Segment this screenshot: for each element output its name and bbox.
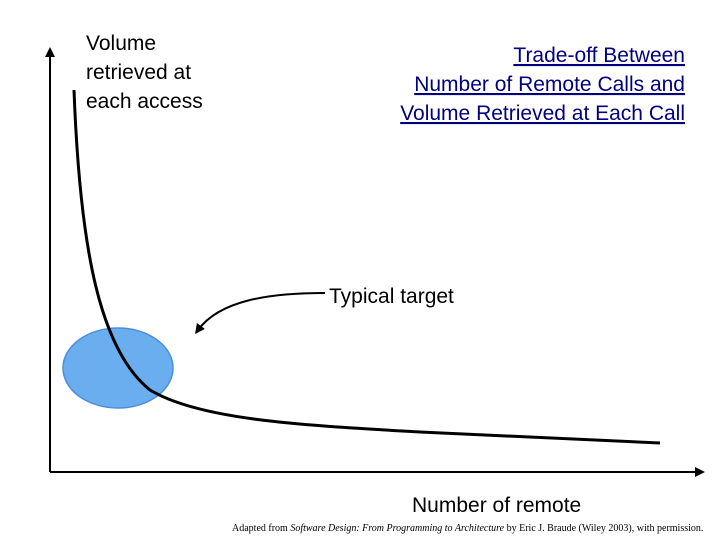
annotation: Typical target xyxy=(329,285,454,308)
target-ellipse xyxy=(62,327,174,409)
credit-text: Adapted from xyxy=(232,523,290,534)
y-axis-label: each access xyxy=(86,90,203,113)
y-axis-label: retrieved at xyxy=(86,61,191,84)
credit-book: Software Design: From Programming to Arc… xyxy=(290,523,504,534)
title: Number of Remote Calls and xyxy=(414,73,685,96)
credit-text: by Eric J. Braude (Wiley 2003), with per… xyxy=(504,523,703,534)
credit: Adapted from Software Design: From Progr… xyxy=(232,523,703,534)
x-axis-label: Number of remote xyxy=(412,494,581,517)
trade-off-curve xyxy=(72,89,661,445)
title: Trade-off Between xyxy=(513,44,685,67)
title: Volume Retrieved at Each Call xyxy=(400,102,685,125)
annotation-arrow xyxy=(195,292,326,335)
y-axis-label: Volume xyxy=(86,32,156,55)
